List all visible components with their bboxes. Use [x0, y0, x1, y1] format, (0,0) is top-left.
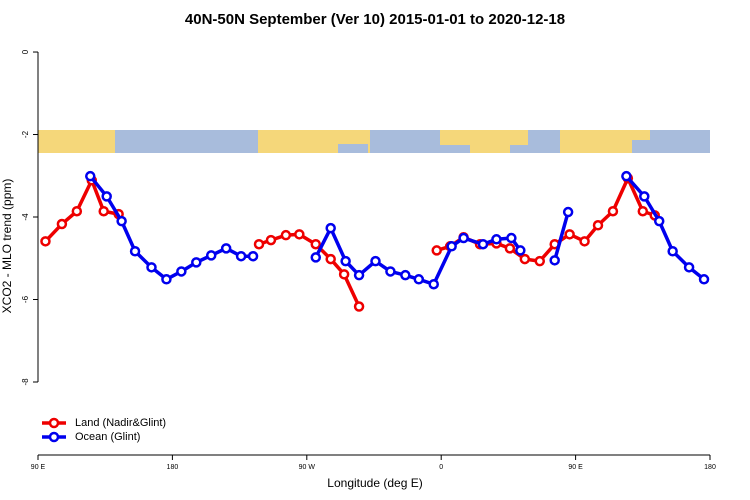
- x-tick-label: 90 E: [568, 464, 583, 471]
- data-point: [85, 170, 96, 182]
- legend-marker: [48, 431, 60, 443]
- x-tick-label: 180: [167, 464, 179, 471]
- data-point: [491, 234, 502, 245]
- data-point: [101, 191, 112, 202]
- map-band: [38, 130, 710, 153]
- data-point: [116, 215, 127, 227]
- data-point: [191, 257, 202, 268]
- data-point: [385, 266, 396, 277]
- data-point: [176, 266, 187, 277]
- data-point: [71, 205, 83, 217]
- data-point: [667, 245, 678, 257]
- data-point: [253, 238, 265, 250]
- data-point: [579, 236, 590, 247]
- y-axis-label: XCO2 - MLO trend (ppm): [0, 179, 14, 314]
- x-tick-label: 0: [439, 464, 443, 471]
- data-point: [458, 232, 469, 244]
- data-point: [653, 215, 665, 227]
- legend-label: Land (Nadir&Glint): [75, 417, 166, 429]
- data-point: [294, 229, 305, 240]
- data-point: [220, 243, 232, 254]
- data-point: [683, 262, 695, 273]
- data-point: [280, 229, 292, 241]
- data-point: [40, 236, 51, 247]
- data-point: [205, 250, 217, 261]
- data-point: [340, 255, 351, 267]
- data-point: [247, 250, 259, 262]
- data-point: [607, 205, 619, 217]
- data-point: [477, 238, 489, 250]
- data-point: [161, 274, 172, 285]
- data-point: [549, 255, 560, 266]
- data-point: [504, 243, 516, 254]
- data-point: [325, 222, 336, 234]
- data-point: [519, 253, 531, 265]
- data-point: [265, 234, 277, 246]
- y-tick-label: 0: [21, 49, 30, 54]
- data-point: [400, 269, 411, 281]
- y-tick-label: -6: [21, 295, 30, 303]
- x-tick-label: 90 E: [31, 464, 46, 471]
- x-tick-label: 90 W: [299, 464, 316, 471]
- data-point: [431, 245, 442, 256]
- series-line: [88, 175, 254, 282]
- data-point: [310, 252, 322, 263]
- data-point: [621, 170, 632, 182]
- data-point: [428, 278, 439, 290]
- data-point: [370, 255, 381, 267]
- data-point: [56, 218, 68, 230]
- data-point: [592, 220, 604, 231]
- data-point: [235, 250, 247, 262]
- data-point: [129, 245, 141, 257]
- legend: Land (Nadir&Glint) Ocean (Glint): [42, 417, 166, 443]
- data-point: [564, 229, 575, 240]
- data-point: [562, 206, 574, 218]
- data-point: [353, 301, 365, 312]
- data-point: [353, 269, 365, 281]
- data-point: [534, 255, 546, 267]
- series-line: [436, 176, 656, 263]
- x-tick-label: 180: [704, 464, 716, 471]
- data-point: [413, 274, 425, 285]
- data-point: [515, 245, 526, 256]
- data-point: [325, 253, 336, 265]
- legend-marker: [48, 417, 60, 429]
- legend-label: Ocean (Glint): [75, 431, 140, 443]
- y-tick-label: -8: [21, 378, 30, 386]
- data-point: [446, 241, 457, 252]
- data-point: [146, 262, 157, 273]
- data-point: [698, 274, 710, 285]
- y-tick-label: -2: [21, 130, 30, 138]
- y-tick-label: -4: [21, 213, 30, 221]
- data-point: [639, 191, 650, 202]
- x-axis-label: Longitude (deg E): [327, 476, 422, 490]
- data-point: [338, 269, 350, 280]
- data-point: [506, 232, 517, 244]
- data-point: [637, 205, 649, 217]
- data-point: [98, 205, 109, 217]
- chart-title: 40N-50N September (Ver 10) 2015-01-01 to…: [185, 11, 565, 28]
- series-line: [553, 211, 570, 261]
- data-point: [310, 238, 322, 250]
